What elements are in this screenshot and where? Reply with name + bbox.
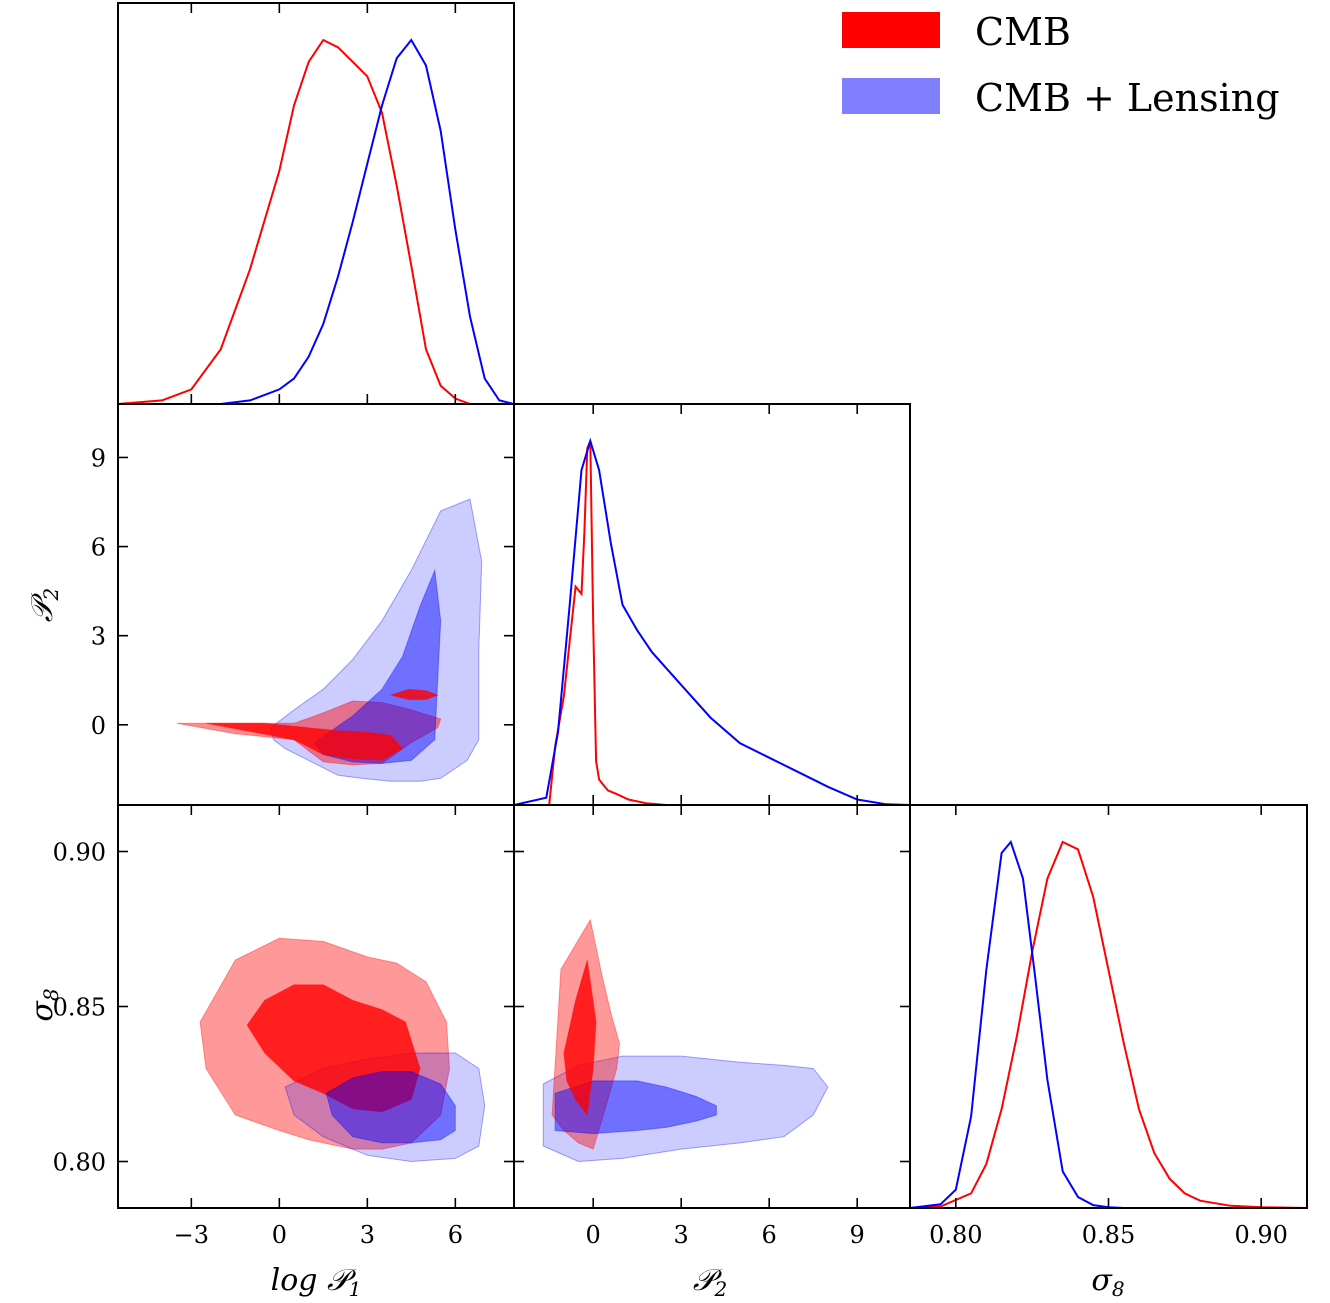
marginal-diag-logP1-series-cmb-lensing	[118, 40, 514, 404]
legend: CMB CMB + Lensing	[842, 10, 1280, 120]
xtick-label-sigma8-vs-logP1-2: 3	[360, 1221, 375, 1249]
marginal-diag-P2-series-cmb-lensing	[514, 441, 910, 805]
x-axis-label-sigma8: σ8	[1091, 1263, 1124, 1301]
xtick-label-diag-sigma8-2: 0.90	[1234, 1221, 1287, 1249]
ytick-label-P2-vs-logP1-0: 0	[91, 712, 106, 740]
legend-swatch-cmb-lensing	[842, 78, 940, 114]
x-axis-label-logP1: log 𝒫1	[271, 1263, 362, 1301]
marginal-diag-P2-series-cmb	[549, 441, 666, 805]
ytick-label-P2-vs-logP1-1: 3	[91, 623, 106, 651]
xtick-label-sigma8-vs-logP1-1: 0	[272, 1221, 287, 1249]
legend-label-cmb-lensing: CMB + Lensing	[975, 76, 1280, 120]
xtick-label-sigma8-vs-P2-3: 9	[850, 1221, 865, 1249]
xtick-label-sigma8-vs-P2-2: 6	[762, 1221, 777, 1249]
marginal-diag-sigma8-series-cmb-lensing	[910, 842, 1307, 1208]
ytick-label-sigma8-vs-logP1-2: 0.90	[53, 839, 106, 867]
xtick-label-diag-sigma8-1: 0.85	[1082, 1221, 1135, 1249]
y-axis-label-sigma8: σ8	[25, 988, 63, 1021]
xtick-label-diag-sigma8-0: 0.80	[929, 1221, 982, 1249]
marginal-diag-sigma8-series-cmb	[910, 842, 1307, 1208]
ytick-label-sigma8-vs-logP1-0: 0.80	[53, 1149, 106, 1177]
legend-swatch-cmb	[842, 12, 940, 48]
xtick-label-sigma8-vs-logP1-3: 6	[448, 1221, 463, 1249]
frame-diag-sigma8	[910, 805, 1307, 1208]
xtick-label-sigma8-vs-P2-0: 0	[586, 1221, 601, 1249]
x-axis-label-P2: 𝒫2	[693, 1263, 727, 1301]
ytick-label-P2-vs-logP1-2: 6	[91, 534, 106, 562]
y-axis-label-P2: 𝒫2	[25, 588, 63, 622]
frame-diag-logP1	[118, 3, 514, 404]
ytick-label-P2-vs-logP1-3: 9	[91, 444, 106, 472]
contour-fills	[177, 499, 828, 1161]
xtick-label-sigma8-vs-P2-1: 3	[674, 1221, 689, 1249]
xtick-label-sigma8-vs-logP1-0: −3	[174, 1221, 209, 1249]
legend-label-cmb: CMB	[975, 10, 1071, 54]
